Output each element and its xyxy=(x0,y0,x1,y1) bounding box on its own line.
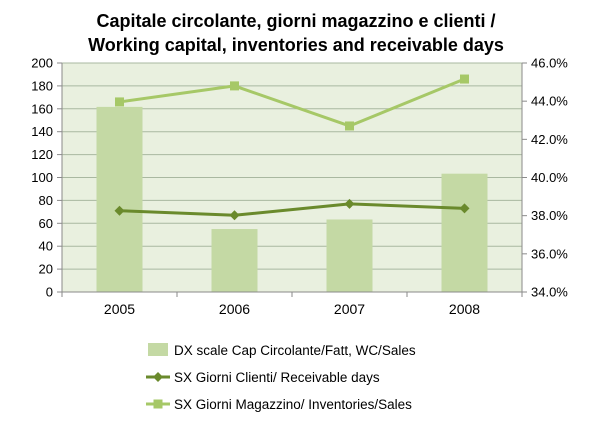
receivable-days-point-2005 xyxy=(114,205,125,216)
legend-label: SX Giorni Clienti/ Receivable days xyxy=(174,370,380,385)
legend: DX scale Cap Circolante/Fatt, WC/Sales SX… xyxy=(146,343,416,412)
receivable-days-point-2007 xyxy=(344,198,355,209)
legend-square-marker xyxy=(153,399,163,409)
y-left-tick-label: 160 xyxy=(31,101,53,116)
inventory-days-point-2006 xyxy=(230,81,239,91)
y-left-tick-label: 0 xyxy=(46,285,53,300)
bar-2007 xyxy=(326,219,373,292)
y-left-tick-label: 120 xyxy=(31,147,53,162)
legend-diamond-marker xyxy=(153,372,163,382)
y-left-tick-label: 80 xyxy=(39,193,53,208)
bar-2006 xyxy=(211,229,258,292)
legend-label: DX scale Cap Circolante/Fatt, WC/Sales xyxy=(174,343,416,358)
bar-2008 xyxy=(441,173,488,292)
legend-label: SX Giorni Magazzino/ Inventories/Sales xyxy=(174,397,412,412)
x-tick-label: 2005 xyxy=(104,301,135,317)
line-series-2 xyxy=(119,77,466,128)
y-left-tick-label: 40 xyxy=(39,239,53,254)
y-left-tick-label: 100 xyxy=(31,170,53,185)
y-right-tick-label: 40.0% xyxy=(531,170,568,185)
legend-swatch-bar xyxy=(148,343,168,356)
x-tick-label: 2008 xyxy=(449,301,480,317)
receivable-days-point-2006 xyxy=(229,210,240,221)
chart-title-line-1: Capitale circolante, giorni magazzino e … xyxy=(96,11,495,31)
y-left-tick-label: 200 xyxy=(31,56,53,71)
y-right-tick-label: 34.0% xyxy=(531,285,568,300)
inventory-days-point-2005 xyxy=(115,97,124,107)
y-left-tick-label: 140 xyxy=(31,124,53,139)
y-left-tick-label: 60 xyxy=(39,216,53,231)
y-left-tick-label: 20 xyxy=(39,262,53,277)
y-right-tick-label: 38.0% xyxy=(531,208,568,223)
x-tick-label: 2006 xyxy=(219,301,250,317)
y-right-tick-label: 44.0% xyxy=(531,94,568,109)
receivable-days-point-2008 xyxy=(459,203,470,214)
y-left-tick-label: 180 xyxy=(31,78,53,93)
inventory-days-point-2008 xyxy=(460,74,469,84)
y-right-tick-label: 46.0% xyxy=(531,56,568,71)
y-right-tick-label: 42.0% xyxy=(531,132,568,147)
chart-title-line-2: Working capital, inventories and receiva… xyxy=(88,35,504,55)
line-series-1 xyxy=(119,202,465,217)
inventory-days-point-2007 xyxy=(345,121,354,131)
y-right-tick-label: 36.0% xyxy=(531,246,568,261)
x-tick-label: 2007 xyxy=(334,301,365,317)
bar-2005 xyxy=(96,106,143,293)
